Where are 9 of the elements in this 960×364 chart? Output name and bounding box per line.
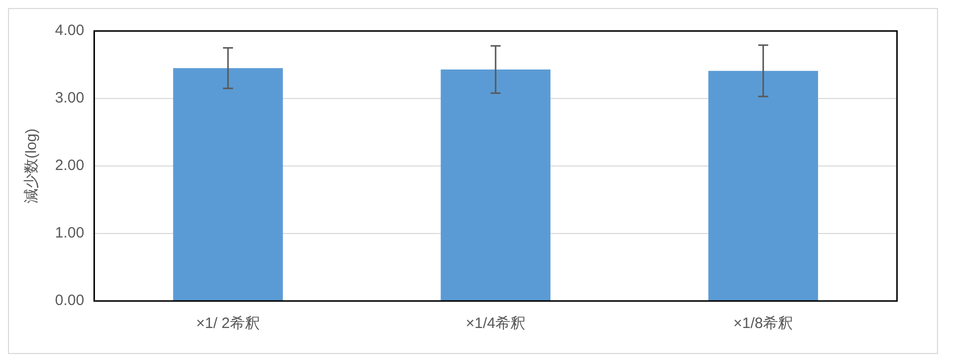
y-tick-label: 4.00 bbox=[54, 22, 84, 40]
y-tick-label: 2.00 bbox=[54, 157, 84, 174]
x-tick-label: ×1/4希釈 bbox=[466, 315, 526, 332]
y-tick-label: 3.00 bbox=[54, 90, 84, 107]
y-axis-title: 減少数(log) bbox=[23, 128, 40, 204]
y-tick-label: 0.00 bbox=[54, 292, 84, 310]
x-tick-label: ×1/ 2希釈 bbox=[196, 315, 260, 332]
x-tick-label: ×1/8希釈 bbox=[733, 315, 794, 332]
y-tick-label: 1.00 bbox=[54, 224, 84, 242]
